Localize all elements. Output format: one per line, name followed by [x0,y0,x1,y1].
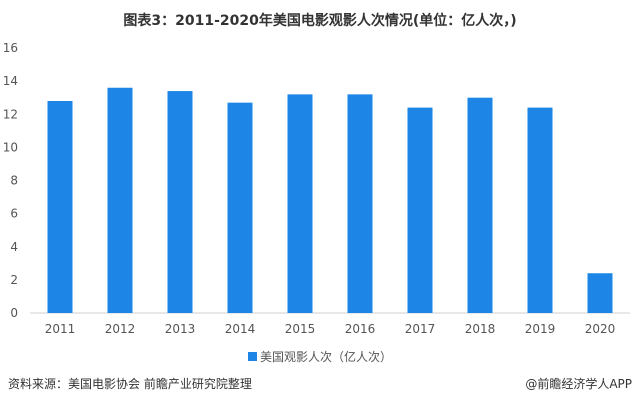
chart-title: 图表3：2011-2020年美国电影观影人次情况(单位：亿人次，) [123,13,517,29]
y-tick-label: 2 [10,273,18,287]
x-tick-label: 2014 [225,322,256,336]
x-tick-label: 2012 [105,322,136,336]
brand-credit: @前瞻经济学人APP [525,377,632,391]
bar-2019 [527,107,553,313]
y-tick-label: 10 [3,140,18,154]
x-tick-label: 2013 [165,322,196,336]
y-tick-label: 14 [3,74,18,88]
legend-swatch [247,352,257,361]
x-tick-label: 2017 [405,322,436,336]
y-tick-label: 16 [3,41,18,55]
y-tick-label: 8 [10,174,18,188]
bar-2016 [347,94,373,313]
bars [47,87,613,313]
x-tick-label: 2018 [465,322,496,336]
bar-2012 [107,87,133,313]
x-tick-label: 2015 [285,322,316,336]
bar-2018 [467,97,493,313]
y-tick-label: 0 [10,306,18,320]
bar-2020 [587,273,613,313]
legend-label: 美国观影人次（亿人次） [259,350,392,364]
y-tick-label: 4 [10,240,18,254]
x-tick-label: 2020 [585,322,616,336]
legend: 美国观影人次（亿人次） [0,348,640,365]
x-tick-label: 2011 [45,322,76,336]
y-tick-label: 6 [10,207,18,221]
bar-2017 [407,107,433,313]
bar-2014 [227,102,253,313]
bar-2013 [167,91,193,313]
source-note: 资料来源：美国电影协会 前瞻产业研究院整理 [8,377,252,391]
x-tick-label: 2016 [345,322,376,336]
x-tick-label: 2019 [525,322,556,336]
y-tick-label: 12 [3,107,18,121]
y-axis: 0 2 4 6 8 10 12 14 16 [3,41,18,320]
x-axis: 2011 2012 2013 2014 2015 2016 2017 2018 2019 2020 [45,322,616,336]
bar-2011 [47,101,73,313]
bar-2015 [287,94,313,313]
